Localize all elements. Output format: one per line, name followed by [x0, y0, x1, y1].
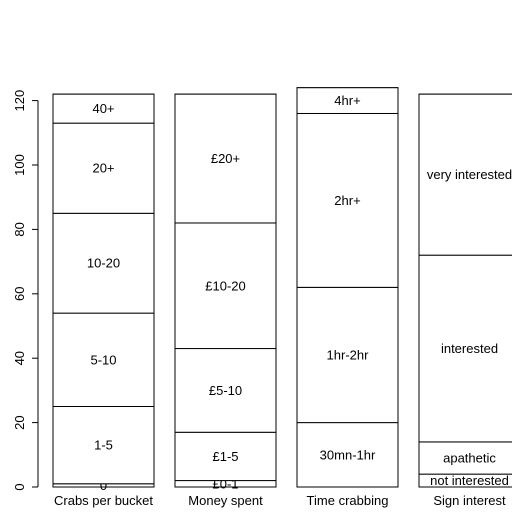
bar-segment-label: not interested	[430, 473, 509, 488]
x-category-label: Crabs per bucket	[54, 493, 153, 508]
bar-segment-label: interested	[441, 341, 498, 356]
bar-segment-label: £1-5	[212, 449, 238, 464]
bar-segment	[418, 254, 512, 443]
y-axis-tick-label: 80	[12, 222, 27, 236]
bar-segment	[174, 348, 277, 433]
bar-segment	[52, 122, 155, 214]
y-axis-tick-label: 120	[12, 90, 27, 112]
bar-segment-label: 4hr+	[334, 93, 360, 108]
bar-segment	[296, 286, 399, 424]
bar-segment	[52, 406, 155, 485]
bar-segment	[296, 87, 399, 114]
bar-segment-label: 40+	[92, 101, 114, 116]
bar-segment	[174, 431, 277, 482]
y-axis-tick-label: 20	[12, 415, 27, 429]
bar-segment-label: 30mn-1hr	[320, 447, 376, 462]
y-axis-tick-label: 0	[12, 483, 27, 490]
bar-segment	[296, 112, 399, 288]
y-axis-tick-label: 40	[12, 351, 27, 365]
x-category-label: Money spent	[188, 493, 263, 508]
y-axis-tick-label: 100	[12, 154, 27, 176]
bar-segment-label: 0	[100, 478, 107, 493]
bar-segment-label: very interested	[427, 167, 512, 182]
bar-segment-label: £20+	[211, 151, 240, 166]
bar-segment-label: 10-20	[87, 256, 120, 271]
x-category-label: Time crabbing	[307, 493, 389, 508]
bar-segment-label: 1-5	[94, 438, 113, 453]
bar-segment	[174, 93, 277, 224]
y-axis-tick-label: 60	[12, 287, 27, 301]
bar-segment	[52, 312, 155, 407]
bar-segment-label: 2hr+	[334, 193, 360, 208]
bar-segment	[418, 441, 512, 475]
bar-segment	[52, 93, 155, 124]
bar-segment	[296, 422, 399, 488]
x-category-label: Sign interest	[433, 493, 506, 508]
bar-segment	[418, 93, 512, 256]
bar-segment-label: 5-10	[90, 352, 116, 367]
bar-segment-label: £5-10	[209, 383, 242, 398]
bar-segment	[52, 212, 155, 314]
bar-segment-label: £10-20	[205, 278, 245, 293]
bar-segment-label: 1hr-2hr	[327, 347, 370, 362]
bar-segment-label: apathetic	[443, 451, 496, 466]
bar-segment-label: 20+	[92, 161, 114, 176]
